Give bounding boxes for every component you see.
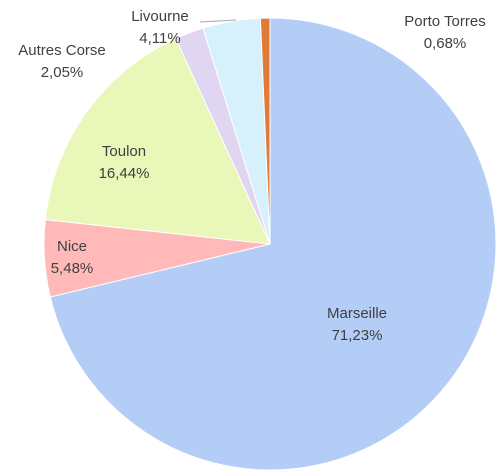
value-label: 16,44% xyxy=(99,165,150,182)
value-label: 2,05% xyxy=(41,64,84,81)
slice-label: Livourne xyxy=(131,8,189,25)
value-label: 5,48% xyxy=(51,260,94,277)
leader-line xyxy=(199,19,237,23)
value-label: 4,11% xyxy=(139,30,180,47)
slice-label: Toulon xyxy=(102,143,146,160)
slice-label: Autres Corse xyxy=(18,42,106,59)
value-label: 0,68% xyxy=(424,35,467,52)
slice-label: Nice xyxy=(57,238,87,255)
pie-slice xyxy=(49,17,497,471)
pie-slice xyxy=(259,17,271,245)
slice-label: Marseille xyxy=(327,305,387,322)
slice-label: Porto Torres xyxy=(404,13,485,30)
pie-slice xyxy=(44,37,271,245)
value-label: 71,23% xyxy=(332,327,383,344)
